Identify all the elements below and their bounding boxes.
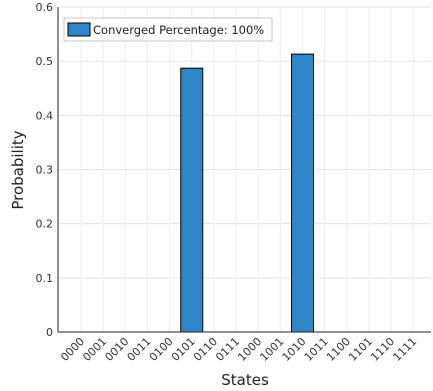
x-tick-label: 0110 xyxy=(191,335,220,364)
bars xyxy=(180,53,314,333)
y-ticks: 0 0.1 0.2 0.3 0.4 0.5 0.6 xyxy=(36,1,54,339)
legend: Converged Percentage: 100% xyxy=(63,17,273,42)
y-tick-label: 0 xyxy=(46,326,53,339)
y-tick-label: 0.6 xyxy=(36,1,54,14)
x-tick-label: 0111 xyxy=(213,335,242,364)
x-tick-label: 0000 xyxy=(58,335,87,364)
x-tick-label: 1100 xyxy=(324,335,353,364)
y-tick-label: 0.2 xyxy=(36,218,54,231)
x-tick-label: 0100 xyxy=(147,335,176,364)
x-tick-label: 1001 xyxy=(257,335,286,364)
bar-1010 xyxy=(291,53,314,333)
x-tick-label: 1011 xyxy=(302,335,331,364)
legend-label: Converged Percentage: 100% xyxy=(93,23,264,37)
legend-box xyxy=(63,17,273,42)
x-tick-label: 0101 xyxy=(169,335,198,364)
x-tick-label: 1000 xyxy=(235,335,264,364)
x-tick-label: 0001 xyxy=(80,335,109,364)
x-tick-label: 1101 xyxy=(346,335,375,364)
x-ticks: 0000000100100011010001010110011110001001… xyxy=(58,335,419,364)
x-tick-label: 0010 xyxy=(102,335,131,364)
x-tick-label: 1110 xyxy=(368,335,397,364)
x-tick-label: 1111 xyxy=(390,335,419,364)
y-tick-label: 0.5 xyxy=(36,55,54,68)
x-tick-label: 1010 xyxy=(280,335,309,364)
y-tick-label: 0.4 xyxy=(36,109,54,122)
y-tick-label: 0.1 xyxy=(36,272,54,285)
grid-lines xyxy=(58,6,431,333)
x-tick-label: 0011 xyxy=(125,335,154,364)
y-tick-label: 0.3 xyxy=(36,164,54,177)
y-axis-title: Probability xyxy=(9,130,27,209)
axes xyxy=(57,7,431,333)
x-axis-title: States xyxy=(221,371,269,389)
legend-swatch xyxy=(67,22,91,37)
bar-0101 xyxy=(180,67,204,333)
